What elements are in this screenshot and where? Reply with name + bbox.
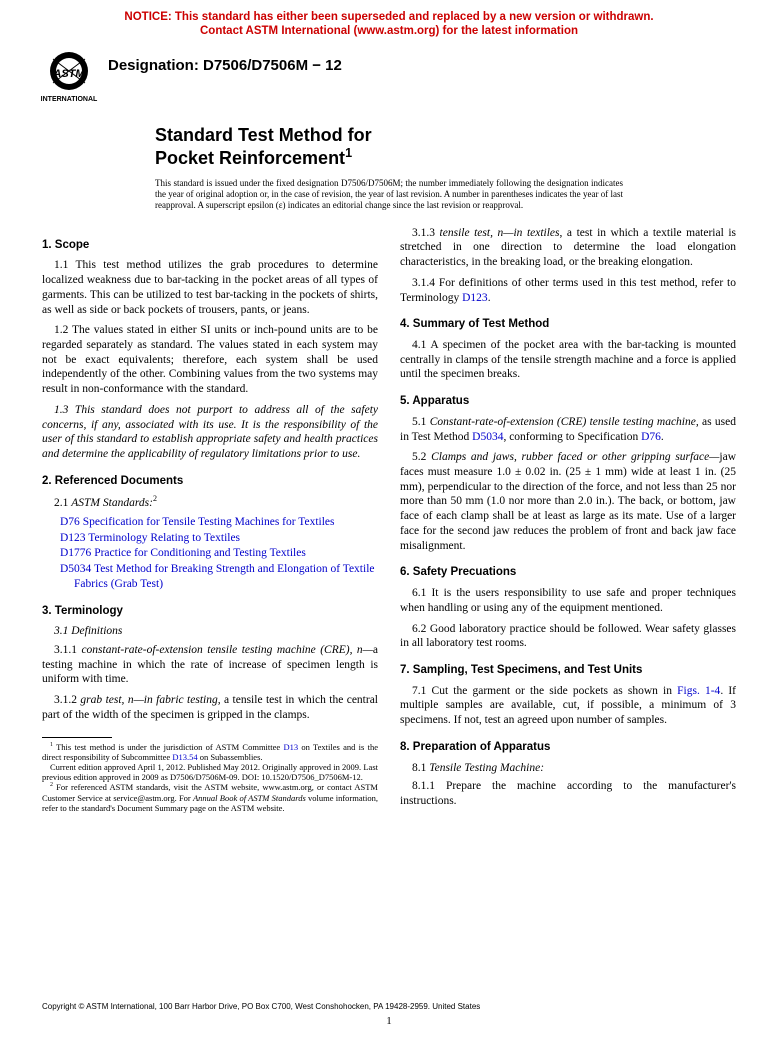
p313-pre: 3.1.3 — [412, 227, 440, 239]
svg-text:ASTM: ASTM — [52, 68, 85, 80]
p51-link2[interactable]: D76 — [641, 431, 661, 443]
p314-b: . — [488, 292, 491, 304]
designation: Designation: D7506/D7506M − 12 — [108, 49, 342, 74]
para-1-1: 1.1 This test method utilizes the grab p… — [42, 258, 378, 317]
p81-pre: 8.1 — [412, 762, 429, 774]
para-3-1-2: 3.1.2 grab test, n—in fabric testing, a … — [42, 693, 378, 722]
ref-list: D76 Specification for Tensile Testing Ma… — [60, 515, 378, 592]
notice-banner: NOTICE: This standard has either been su… — [0, 0, 778, 45]
para-7-1: 7.1 Cut the garment or the side pockets … — [400, 684, 736, 728]
header-row: ASTM INTERNATIONAL Designation: D7506/D7… — [0, 45, 778, 107]
para-1-3: 1.3 This standard does not purport to ad… — [42, 403, 378, 462]
para-3-1: 3.1 Definitions — [42, 624, 378, 639]
p314-a: 3.1.4 For definitions of other terms use… — [400, 277, 736, 304]
sec7-head: 7. Sampling, Test Specimens, and Test Un… — [400, 663, 736, 678]
fn1-a: This test method is under the jurisdicti… — [53, 742, 284, 752]
sec8-head: 8. Preparation of Apparatus — [400, 740, 736, 755]
para-3-1-4: 3.1.4 For definitions of other terms use… — [400, 276, 736, 305]
ref-text[interactable]: Terminology Relating to Textiles — [86, 532, 240, 544]
p71-a: 7.1 Cut the garment or the side pockets … — [412, 685, 677, 697]
p51-c: . — [661, 431, 664, 443]
sec5-head: 5. Apparatus — [400, 394, 736, 409]
astm-logo: ASTM INTERNATIONAL — [38, 49, 100, 107]
title-line1: Standard Test Method for — [155, 125, 372, 145]
para-5-2: 5.2 Clamps and jaws, rubber faced or oth… — [400, 450, 736, 553]
svg-text:INTERNATIONAL: INTERNATIONAL — [41, 96, 98, 103]
title-block: Standard Test Method for Pocket Reinforc… — [155, 125, 778, 170]
fn1-c: on Subassemblies. — [198, 752, 263, 762]
sec1-head: 1. Scope — [42, 238, 378, 253]
s2-1-sup: 2 — [153, 494, 157, 503]
title-line2: Pocket Reinforcement — [155, 148, 345, 168]
sec4-head: 4. Summary of Test Method — [400, 317, 736, 332]
fn1-link2[interactable]: D13.54 — [172, 752, 197, 762]
s2-1-label: 2.1 — [54, 497, 71, 509]
para-3-1-3: 3.1.3 tensile test, n—in textiles, a tes… — [400, 226, 736, 270]
para-1-2: 1.2 The values stated in either SI units… — [42, 323, 378, 397]
p311-pre: 3.1.1 — [54, 644, 81, 656]
ref-code[interactable]: D76 — [60, 516, 80, 528]
para-2-1: 2.1 ASTM Standards:2 — [42, 494, 378, 511]
p312-term: grab test, n—in fabric testing, — [80, 694, 220, 706]
ref-text[interactable]: Specification for Tensile Testing Machin… — [80, 516, 335, 528]
fn1-link1[interactable]: D13 — [283, 742, 298, 752]
ref-item: D1776 Practice for Conditioning and Test… — [60, 546, 378, 561]
para-4-1: 4.1 A specimen of the pocket area with t… — [400, 338, 736, 382]
left-column: 1. Scope 1.1 This test method utilizes t… — [42, 226, 378, 815]
para-8-1-1: 8.1.1 Prepare the machine according to t… — [400, 779, 736, 808]
p52-body: jaw faces must measure 1.0 ± 0.02 in. (2… — [400, 451, 736, 551]
p81-term: Tensile Testing Machine: — [429, 762, 544, 774]
para-6-2: 6.2 Good laboratory practice should be f… — [400, 622, 736, 651]
ref-text[interactable]: Practice for Conditioning and Testing Te… — [91, 547, 306, 559]
page-number: 1 — [0, 1015, 778, 1027]
footnote-rule — [42, 737, 112, 738]
p71-link[interactable]: Figs. 1-4 — [677, 685, 720, 697]
fn2-b: Annual Book of ASTM Standards — [193, 793, 306, 803]
ref-code[interactable]: D123 — [60, 532, 86, 544]
s2-1-text: ASTM Standards: — [71, 497, 153, 509]
copyright: Copyright © ASTM International, 100 Barr… — [42, 1002, 480, 1011]
p51-pre: 5.1 — [412, 416, 430, 428]
para-5-1: 5.1 Constant-rate-of-extension (CRE) ten… — [400, 415, 736, 444]
ref-text[interactable]: Test Method for Breaking Strength and El… — [74, 563, 375, 590]
p51-link1[interactable]: D5034 — [472, 431, 503, 443]
main-title: Standard Test Method for Pocket Reinforc… — [155, 125, 778, 170]
p311-term: constant-rate-of-extension tensile testi… — [81, 644, 372, 656]
sec6-head: 6. Safety Precuations — [400, 565, 736, 580]
p51-term: Constant-rate-of-extension (CRE) tensile… — [430, 416, 699, 428]
ref-item: D123 Terminology Relating to Textiles — [60, 531, 378, 546]
p52-term: Clamps and jaws, rubber faced or other g… — [431, 451, 719, 463]
ref-code[interactable]: D5034 — [60, 563, 91, 575]
intro-note: This standard is issued under the fixed … — [155, 178, 623, 212]
notice-line2: Contact ASTM International (www.astm.org… — [200, 25, 578, 37]
p313-term: tensile test, n—in textiles — [440, 227, 560, 239]
p51-b: , conforming to Specification — [503, 431, 641, 443]
footnote-1: 1 This test method is under the jurisdic… — [42, 742, 378, 762]
para-6-1: 6.1 It is the users responsibility to us… — [400, 586, 736, 615]
right-column: 3.1.3 tensile test, n—in textiles, a tes… — [400, 226, 736, 815]
footnote-2: 2 For referenced ASTM standards, visit t… — [42, 782, 378, 813]
sec2-head: 2. Referenced Documents — [42, 474, 378, 489]
ref-code[interactable]: D1776 — [60, 547, 91, 559]
para-8-1: 8.1 Tensile Testing Machine: — [400, 761, 736, 776]
p314-link[interactable]: D123 — [462, 292, 488, 304]
sec3-head: 3. Terminology — [42, 604, 378, 619]
title-sup: 1 — [345, 146, 352, 160]
ref-item: D76 Specification for Tensile Testing Ma… — [60, 515, 378, 530]
p312-pre: 3.1.2 — [54, 694, 80, 706]
notice-line1: NOTICE: This standard has either been su… — [124, 11, 653, 23]
p52-pre: 5.2 — [412, 451, 431, 463]
columns: 1. Scope 1.1 This test method utilizes t… — [0, 226, 778, 815]
ref-item: D5034 Test Method for Breaking Strength … — [60, 562, 378, 591]
footnote-1b: Current edition approved April 1, 2012. … — [42, 762, 378, 782]
para-3-1-1: 3.1.1 constant-rate-of-extension tensile… — [42, 643, 378, 687]
